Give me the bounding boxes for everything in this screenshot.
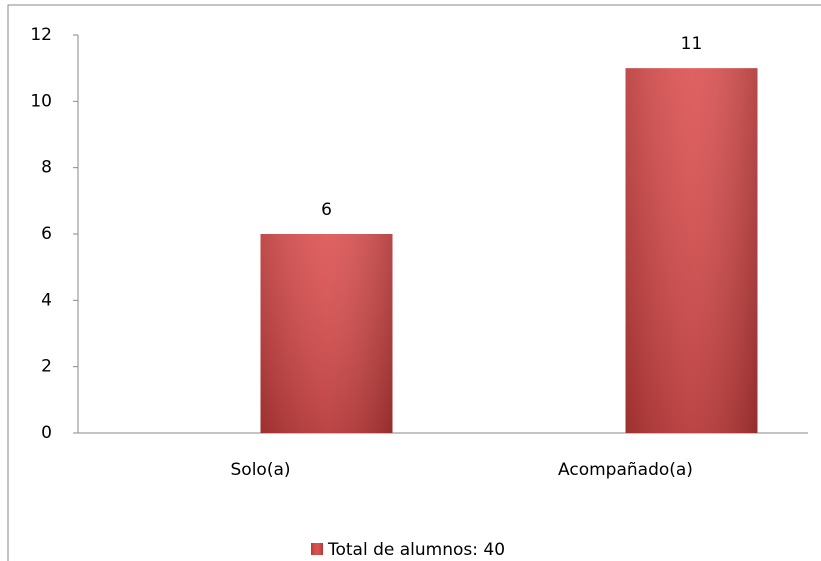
chart-border <box>7 4 821 561</box>
y-tick-label: 4 <box>41 290 52 310</box>
y-tick-label: 0 <box>41 423 52 443</box>
x-tick-label: Acompañado(a) <box>558 460 693 480</box>
bar-shade <box>260 234 393 433</box>
legend-swatch-shade <box>311 543 323 555</box>
y-tick-label: 8 <box>41 158 52 178</box>
data-label: 11 <box>681 34 703 54</box>
y-tick-label: 12 <box>30 25 52 45</box>
x-tick-label: Solo(a) <box>231 460 291 480</box>
legend-label: Total de alumnos: 40 <box>327 540 505 560</box>
y-tick-label: 10 <box>30 91 52 111</box>
data-label: 6 <box>321 200 332 220</box>
y-tick-label: 6 <box>41 224 52 244</box>
y-tick-label: 2 <box>41 357 52 377</box>
bar-shade <box>625 68 758 434</box>
